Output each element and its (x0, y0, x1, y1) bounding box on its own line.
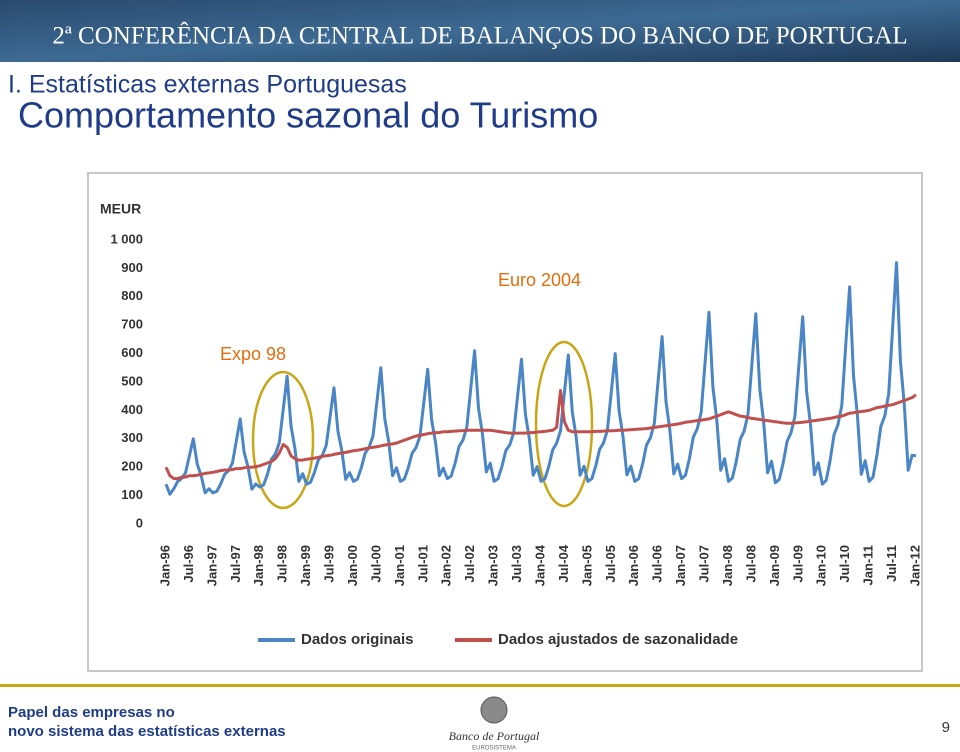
x-tick-label: Jul-06 (650, 545, 665, 583)
x-tick-label: Jul-99 (322, 545, 337, 583)
line-series (164, 389, 917, 481)
y-tick-label: 400 (121, 402, 143, 417)
x-tick-label: Jan-03 (486, 545, 501, 586)
x-tick-label: Jan-97 (204, 545, 219, 586)
x-tick-label: Jan-10 (814, 545, 829, 586)
x-tick-label: Jul-04 (556, 544, 571, 582)
banner-bg (0, 0, 960, 62)
annotation: Euro 2004 (498, 270, 581, 290)
x-tick-label: Jul-97 (228, 545, 243, 583)
slide-title: Comportamento sazonal do Turismo (18, 95, 598, 136)
footer-rule (0, 684, 960, 687)
y-tick-label: 100 (121, 487, 143, 502)
y-tick-label: 200 (121, 459, 143, 474)
highlight (534, 340, 594, 508)
y-tick-label: 700 (121, 317, 143, 332)
x-tick-label: Jan-96 (157, 545, 172, 586)
y-tick-label: 800 (121, 288, 143, 303)
legend-label: Dados ajustados de sazonalidade (498, 631, 738, 648)
x-tick-label: Jan-01 (392, 545, 407, 586)
x-tick-label: Jan-11 (861, 545, 876, 585)
x-tick-label: Jan-05 (579, 545, 594, 586)
footer: Papel das empresas no (8, 704, 175, 721)
y-axis-label: MEUR (100, 201, 141, 217)
x-tick-label: Jul-03 (509, 545, 524, 583)
y-tick-label: 300 (121, 430, 143, 445)
y-tick-label: 500 (121, 373, 143, 388)
x-tick-label: Jul-10 (837, 545, 852, 583)
line-series (164, 261, 917, 496)
section: I. Estatísticas externas Portuguesas (8, 71, 407, 99)
x-tick-label: Jul-96 (181, 545, 196, 583)
y-tick-label: 600 (121, 345, 143, 360)
x-tick-label: Jul-09 (790, 545, 805, 583)
y-tick-label: 0 (136, 515, 143, 530)
x-tick-label: Jul-07 (697, 545, 712, 583)
x-tick-label: Jan-08 (720, 545, 735, 586)
x-tick-label: Jan-07 (673, 545, 688, 586)
logo: Banco de Portugal (449, 729, 540, 743)
x-tick-label: Jul-00 (368, 545, 383, 583)
y-tick-label: 900 (121, 260, 143, 275)
x-tick-label: Jan-02 (439, 545, 454, 586)
highlight (251, 370, 315, 510)
banner: 2ª CONFERÊNCIA DA CENTRAL DE BALANÇOS DO… (52, 22, 907, 50)
page-number: 9 (942, 719, 950, 736)
y-tick-label: 1 000 (110, 231, 143, 246)
x-tick-label: Jul-08 (743, 545, 758, 583)
footer: novo sistema das estatísticas externas (8, 723, 286, 740)
x-tick-label: Jan-04 (532, 544, 547, 586)
x-tick-label: Jan-09 (767, 545, 782, 586)
x-tick-label: Jul-02 (462, 545, 477, 583)
legend-label: Dados originais (301, 631, 414, 648)
x-tick-label: Jul-98 (275, 545, 290, 583)
x-tick-label: Jul-05 (603, 545, 618, 583)
logo-sub: EUROSISTEMA (472, 746, 516, 752)
x-tick-label: Jan-00 (345, 545, 360, 586)
x-tick-label: Jan-12 (907, 545, 922, 586)
x-tick-label: Jul-11 (884, 545, 899, 582)
logo-emblem (480, 696, 508, 724)
x-tick-label: Jan-99 (298, 545, 313, 586)
x-tick-label: Jan-98 (251, 545, 266, 586)
x-tick-label: Jan-06 (626, 545, 641, 586)
x-tick-label: Jul-01 (415, 545, 430, 583)
annotation: Expo 98 (220, 344, 286, 364)
